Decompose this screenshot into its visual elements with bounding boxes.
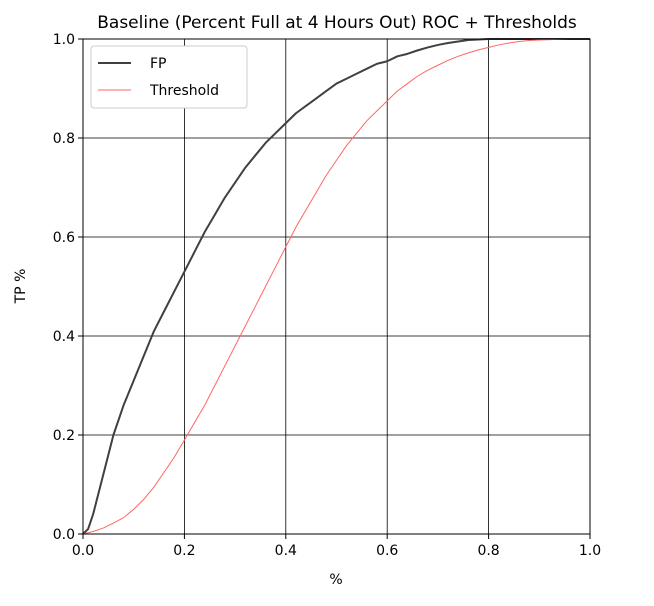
y-tick-label: 1.0	[53, 32, 75, 48]
legend: FP Threshold	[90, 45, 248, 109]
x-tick-label: 1.0	[579, 543, 601, 559]
y-axis-label: TP %	[13, 269, 29, 305]
x-tick-label: 0.2	[173, 543, 195, 559]
legend-box	[90, 45, 248, 109]
y-tick-label: 0.4	[53, 329, 75, 345]
chart-title: Baseline (Percent Full at 4 Hours Out) R…	[97, 13, 577, 33]
x-tick-label: 0.4	[275, 543, 297, 559]
legend-label-threshold: Threshold	[149, 83, 219, 99]
legend-label-fp: FP	[150, 56, 167, 72]
series-layer	[82, 38, 590, 535]
y-tick-label: 0.6	[53, 230, 75, 246]
x-tick-label: 0.0	[72, 543, 94, 559]
y-tick-label: 0.2	[53, 428, 75, 444]
series-line-fp	[82, 38, 590, 535]
x-axis-ticks: 0.0 0.2 0.4 0.6 0.8 1.0	[72, 534, 601, 559]
x-axis-label: %	[329, 572, 342, 588]
x-tick-label: 0.8	[477, 543, 499, 559]
y-axis-ticks: 0.0 0.2 0.4 0.6 0.8 1.0	[53, 32, 83, 543]
plot-area-frame	[82, 38, 591, 535]
series-line-threshold	[82, 38, 590, 535]
grid-lines	[82, 38, 591, 535]
y-tick-label: 0.0	[53, 527, 75, 543]
x-tick-label: 0.6	[376, 543, 398, 559]
y-tick-label: 0.8	[53, 131, 75, 147]
